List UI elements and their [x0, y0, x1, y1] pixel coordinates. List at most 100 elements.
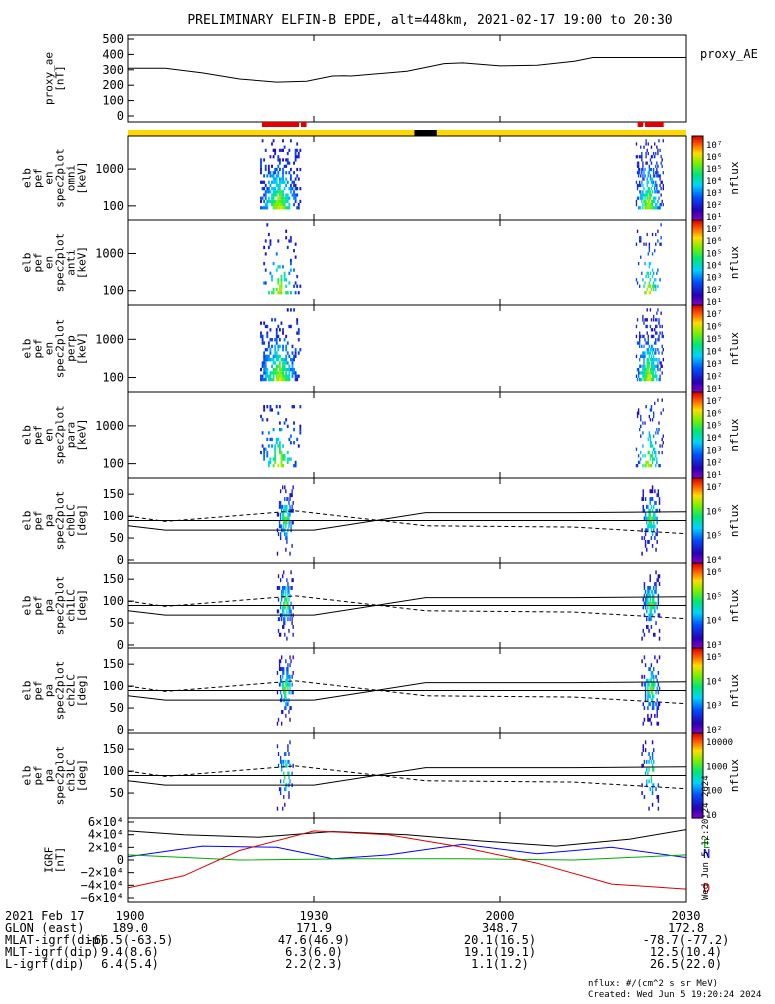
- energy-perp-cell: [647, 374, 649, 378]
- pitch-ch2LC-cell: [650, 682, 653, 687]
- energy-omni-cell: [647, 206, 649, 210]
- pitch-ch0LC-colorbar-cell: [692, 534, 703, 537]
- energy-omni-cell: [651, 203, 654, 207]
- energy-perp-cell: [648, 364, 651, 368]
- pitch-ch3LC-cell: [283, 795, 285, 799]
- energy-para-cell: [282, 464, 284, 468]
- pitch-ch2LC-cell: [647, 690, 649, 695]
- pitch-ch0LC-cell: [649, 489, 651, 494]
- energy-omni-cell: [297, 155, 300, 159]
- pitch-ch1LC-cell: [657, 593, 660, 598]
- energy-perp-cell: [658, 334, 660, 339]
- energy-para-cell: [651, 460, 654, 465]
- energy-omni-cell: [261, 206, 264, 210]
- energy-para-cell: [274, 450, 277, 455]
- pitch-ch2LC-cell: [651, 706, 654, 711]
- energy-para-colorbar-cell: [692, 446, 703, 449]
- energy-perp-cell: [650, 371, 653, 375]
- energy-omni-cell: [656, 145, 658, 149]
- pitch-ch0LC-cell: [290, 493, 292, 498]
- pitch-ch3LC-cell: [279, 779, 282, 784]
- energy-omni-cell: [643, 171, 645, 175]
- pitch-ch1LC-colorbar-tick: 10⁶: [706, 568, 722, 578]
- igrf-ytick-label: 2×10⁴: [88, 840, 124, 854]
- energy-omni-cell: [654, 142, 656, 146]
- pitch-ch0LC-cell: [644, 528, 647, 533]
- energy-para-cell: [267, 431, 270, 435]
- pitch-ch2LC-cell: [279, 659, 282, 664]
- energy-para-cell: [271, 444, 273, 448]
- energy-anti-colorbar-cell: [692, 235, 703, 238]
- energy-para-cell: [291, 405, 294, 409]
- pitch-ch1LC-cell: [288, 609, 290, 614]
- energy-perp-cell: [277, 344, 280, 349]
- energy-perp-cell: [278, 377, 281, 382]
- energy-omni-cell: [659, 203, 661, 207]
- energy-omni-cell: [289, 183, 292, 188]
- energy-anti-colorbar-cell: [692, 245, 703, 248]
- energy-perp-cell: [272, 374, 275, 378]
- pitch-ch1LC-colorbar-cell: [692, 636, 703, 639]
- energy-perp-cell: [649, 374, 652, 378]
- energy-para-cell: [645, 405, 647, 409]
- energy-para-colorbar-cell: [692, 463, 703, 466]
- pitch-ch0LC-cell: [282, 485, 284, 490]
- pitch-ch1LC-cell: [279, 605, 282, 610]
- energy-para-colorbar-cell: [692, 400, 703, 403]
- pitch-ch0LC-colorbar-cell: [692, 546, 703, 549]
- pitch-ch0LC-cell: [292, 508, 294, 513]
- energy-para-cell: [660, 411, 662, 415]
- energy-para-cell: [289, 434, 292, 438]
- energy-perp-cell: [655, 331, 657, 335]
- energy-anti-cell: [651, 284, 654, 288]
- pitch-ch3LC-cell: [652, 783, 655, 788]
- energy-anti-cell: [647, 274, 649, 279]
- pitch-ch1LC-cell: [282, 589, 284, 594]
- energy-omni-cell: [293, 171, 295, 175]
- energy-anti-cell: [267, 291, 270, 295]
- pitch-ch0LC-cell: [646, 528, 648, 533]
- pitch-ch0LC-cell: [646, 516, 648, 521]
- energy-omni-colorbar-cell: [692, 206, 703, 208]
- energy-omni-cell: [647, 196, 649, 200]
- pitch-ch2LC-colorbar-cell: [692, 679, 703, 682]
- energy-perp-cell: [296, 318, 299, 322]
- energy-perp-cell: [642, 374, 644, 378]
- energy-perp-cell: [272, 361, 275, 365]
- pitch-ch2LC-colorbar-cell: [692, 714, 703, 717]
- energy-para-cell: [655, 464, 657, 468]
- pitch-ch3LC-colorbar-cell: [692, 805, 703, 808]
- energy-perp-colorbar-tick: 10²: [706, 373, 722, 383]
- energy-para-colorbar-cell: [692, 413, 703, 416]
- pitch-ch1LC-ylabel-line: [deg]: [76, 589, 89, 622]
- pitch-ch1LC-cell: [282, 609, 284, 614]
- energy-para-ytick-label: 1000: [95, 419, 124, 433]
- energy-perp-colorbar-cell: [692, 336, 703, 339]
- energy-para-cell: [656, 457, 658, 461]
- pitch-ch0LC-cell: [279, 536, 282, 541]
- pitch-ch3LC-colorbar-cell: [692, 808, 703, 811]
- energy-anti-cell: [293, 284, 295, 288]
- energy-perp-cell: [278, 374, 281, 378]
- pitch-ch0LC-cell: [286, 532, 288, 537]
- energy-para-cell: [654, 447, 656, 451]
- energy-omni-cell: [648, 193, 651, 197]
- energy-perp-cell: [267, 374, 270, 378]
- units-note: nflux: #/(cm^2 s sr MeV): [588, 979, 718, 989]
- energy-omni-cell: [659, 183, 661, 188]
- pitch-ch1LC-colorbar-cell: [692, 584, 703, 587]
- energy-omni-cell: [636, 196, 639, 200]
- energy-perp-cell: [655, 364, 657, 368]
- energy-para-cell: [261, 418, 264, 422]
- pitch-ch2LC-ylabel-line: pef: [32, 681, 45, 701]
- energy-perp-cell: [275, 354, 278, 358]
- energy-omni-cell: [282, 196, 284, 200]
- energy-perp-colorbar-tick: 10⁴: [706, 348, 722, 358]
- energy-omni-colorbar-cell: [692, 171, 703, 173]
- pitch-ch1LC-cell: [278, 617, 281, 622]
- pitch-ch2LC-cell: [286, 678, 288, 683]
- pitch-ch2LC-cell: [279, 674, 282, 679]
- energy-omni-cell: [660, 187, 662, 191]
- pitch-ch1LC-cell: [647, 605, 649, 610]
- energy-omni-cell: [282, 171, 284, 175]
